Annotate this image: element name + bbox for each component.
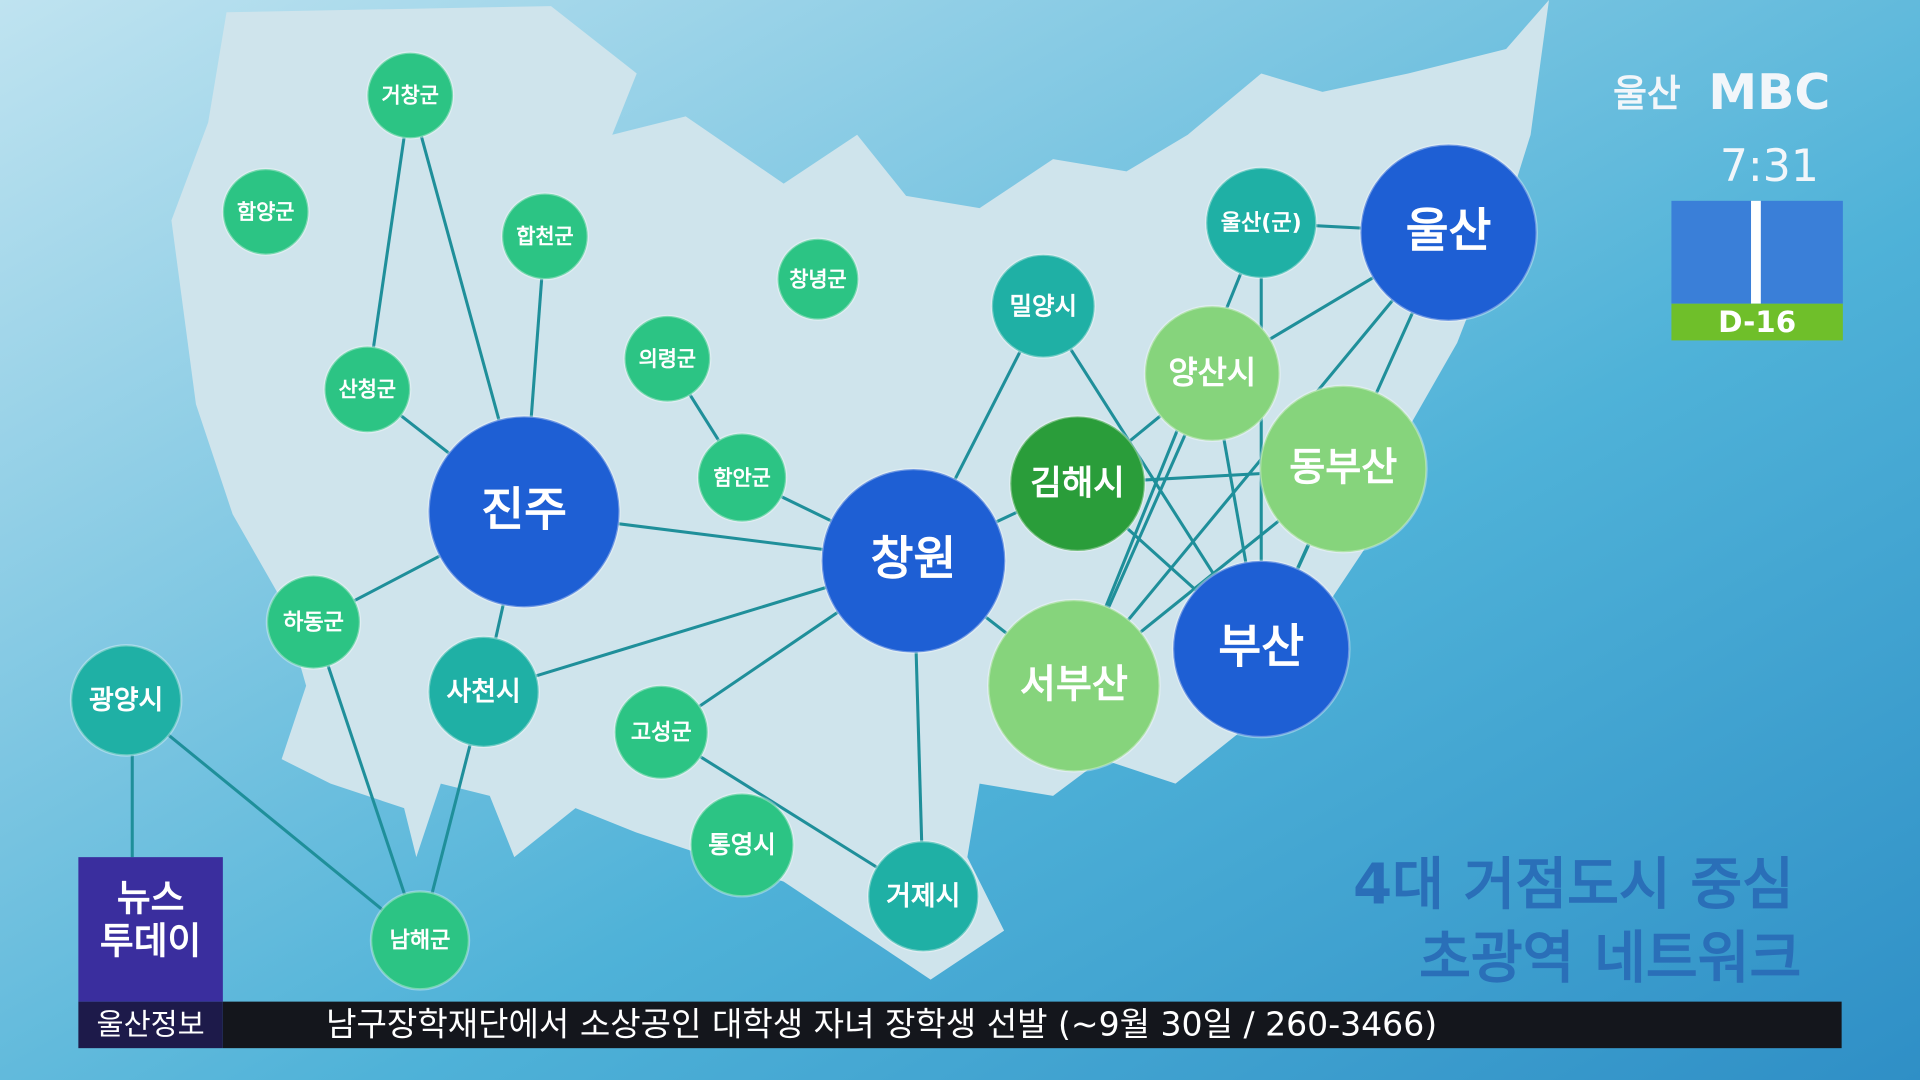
network-edge xyxy=(365,95,412,390)
city-node xyxy=(623,314,712,403)
city-label: 부산 xyxy=(1218,620,1304,674)
city-node xyxy=(613,684,709,780)
ticker-text: 남구장학재단에서 소상공인 대학생 자녀 장학생 선발 (~9월 30일 / 2… xyxy=(326,1005,1437,1044)
city-label: 거창군 xyxy=(382,84,439,108)
city-node xyxy=(990,253,1096,359)
city-label: 진주 xyxy=(481,483,567,537)
caption-line2: 초광역 네트워크 xyxy=(1419,926,1801,991)
city-node xyxy=(776,237,860,321)
city-label: 의령군 xyxy=(639,347,696,371)
countdown-divider xyxy=(1751,200,1761,304)
station-name: 울산 xyxy=(1613,72,1681,115)
ticker-label-box xyxy=(78,1001,223,1049)
city-label: 서부산 xyxy=(1020,662,1128,707)
caption-line1: 4대 거점도시 중심 xyxy=(1353,852,1794,917)
ticker-label: 울산정보 xyxy=(97,1008,205,1042)
city-label: 광양시 xyxy=(89,685,163,716)
city-node xyxy=(366,51,455,140)
city-label: 합천군 xyxy=(516,225,573,249)
city-label: 함양군 xyxy=(237,200,294,224)
city-node xyxy=(866,840,980,953)
ticker-bar xyxy=(222,1001,1842,1049)
city-node xyxy=(1008,415,1147,553)
network-edge xyxy=(125,699,421,942)
station-brand: MBC xyxy=(1708,64,1830,121)
city-node xyxy=(1171,559,1351,739)
countdown: D-16 xyxy=(1718,305,1796,339)
program-name-1: 뉴스 xyxy=(117,877,185,920)
countdown-bar xyxy=(1671,303,1843,341)
city-node xyxy=(1204,166,1318,280)
city-node xyxy=(986,598,1161,773)
program-logo xyxy=(78,857,223,1002)
city-label: 창원 xyxy=(871,532,957,586)
city-label: 함안군 xyxy=(713,466,770,490)
clock: 7:31 xyxy=(1720,141,1819,192)
city-node xyxy=(427,415,621,609)
city-label: 통영시 xyxy=(708,830,776,859)
city-node xyxy=(696,432,788,523)
city-node xyxy=(369,890,471,991)
city-node xyxy=(221,167,310,256)
city-label: 동부산 xyxy=(1289,446,1397,491)
program-name-2: 투데이 xyxy=(100,919,201,962)
city-label: 울산 xyxy=(1406,203,1492,257)
city-label: 창녕군 xyxy=(789,267,846,291)
city-node xyxy=(689,792,795,898)
city-label: 양산시 xyxy=(1168,354,1256,392)
city-label: 밀양시 xyxy=(1009,291,1077,320)
city-label: 울산(군) xyxy=(1221,211,1302,236)
city-node xyxy=(265,574,362,670)
city-node xyxy=(69,644,183,757)
city-label: 하동군 xyxy=(283,610,344,635)
city-node xyxy=(500,192,589,281)
city-node xyxy=(1258,384,1428,554)
city-label: 산청군 xyxy=(339,378,396,402)
city-node xyxy=(820,467,1007,654)
city-node xyxy=(427,635,540,749)
city-label: 고성군 xyxy=(631,720,692,745)
city-label: 사천시 xyxy=(447,677,521,708)
city-label: 김해시 xyxy=(1030,463,1125,503)
city-node xyxy=(1143,304,1281,443)
network-edge xyxy=(312,621,422,941)
city-label: 거제시 xyxy=(886,881,960,912)
city-node xyxy=(323,345,412,434)
city-node xyxy=(1359,143,1538,323)
city-label: 남해군 xyxy=(390,929,451,954)
